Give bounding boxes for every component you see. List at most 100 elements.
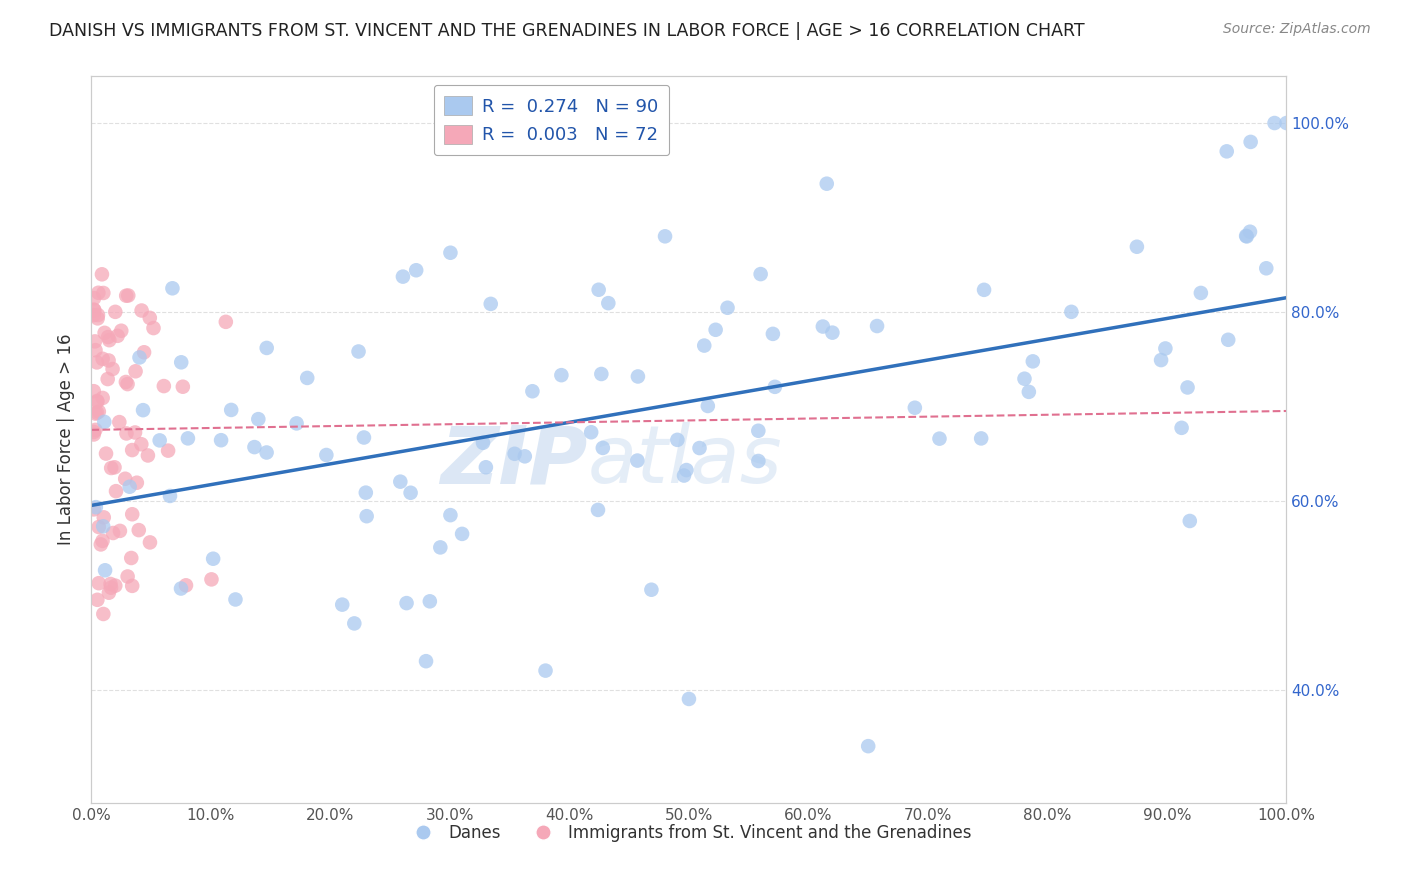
Point — [174, 578, 197, 592]
Point — [1275, 116, 1298, 130]
Point — [285, 417, 308, 431]
Point — [1014, 372, 1036, 386]
Point — [472, 435, 495, 450]
Point — [104, 579, 127, 593]
Point — [1189, 285, 1212, 300]
Point — [598, 296, 620, 310]
Point — [534, 664, 557, 678]
Point — [105, 484, 128, 499]
Point — [315, 448, 337, 462]
Point — [693, 338, 716, 352]
Point — [117, 377, 139, 392]
Point — [689, 441, 711, 455]
Point — [550, 368, 572, 383]
Point — [149, 434, 172, 448]
Point — [395, 596, 418, 610]
Point — [162, 281, 184, 295]
Point — [475, 460, 498, 475]
Point — [97, 585, 120, 599]
Point — [1240, 135, 1263, 149]
Point — [114, 472, 136, 486]
Point — [101, 362, 124, 376]
Point — [139, 535, 162, 549]
Point — [91, 391, 114, 405]
Point — [84, 334, 107, 349]
Point — [591, 367, 613, 381]
Point — [131, 303, 153, 318]
Point — [429, 541, 451, 555]
Point — [91, 533, 114, 548]
Point — [83, 427, 105, 442]
Point — [747, 454, 769, 468]
Point — [128, 351, 150, 365]
Point — [118, 480, 141, 494]
Point — [247, 412, 270, 426]
Point — [763, 380, 786, 394]
Point — [86, 406, 108, 420]
Point — [87, 308, 110, 322]
Point — [83, 384, 105, 399]
Text: DANISH VS IMMIGRANTS FROM ST. VINCENT AND THE GRENADINES IN LABOR FORCE | AGE > : DANISH VS IMMIGRANTS FROM ST. VINCENT AN… — [49, 22, 1085, 40]
Point — [94, 563, 117, 577]
Point — [87, 404, 110, 418]
Point — [83, 502, 105, 516]
Point — [479, 297, 502, 311]
Point — [103, 460, 125, 475]
Point — [928, 432, 950, 446]
Point — [1177, 380, 1199, 394]
Point — [821, 326, 844, 340]
Point — [678, 692, 700, 706]
Point — [353, 430, 375, 444]
Point — [83, 425, 105, 439]
Point — [503, 447, 526, 461]
Point — [297, 371, 319, 385]
Point — [86, 592, 108, 607]
Point — [696, 399, 718, 413]
Point — [1239, 225, 1261, 239]
Point — [1126, 240, 1149, 254]
Point — [200, 573, 222, 587]
Legend: Danes, Immigrants from St. Vincent and the Grenadines: Danes, Immigrants from St. Vincent and t… — [401, 818, 977, 849]
Point — [93, 607, 114, 621]
Point — [93, 510, 115, 524]
Point — [83, 308, 105, 322]
Point — [153, 379, 176, 393]
Point — [419, 594, 441, 608]
Point — [86, 394, 108, 409]
Point — [1178, 514, 1201, 528]
Point — [415, 654, 437, 668]
Point — [115, 375, 138, 389]
Point — [256, 341, 278, 355]
Point — [100, 461, 122, 475]
Point — [97, 353, 120, 368]
Point — [1215, 145, 1237, 159]
Point — [439, 508, 461, 523]
Point — [513, 450, 536, 464]
Point — [666, 433, 689, 447]
Point — [389, 475, 412, 489]
Point — [84, 407, 107, 421]
Point — [716, 301, 738, 315]
Point — [86, 394, 108, 409]
Point — [83, 303, 105, 318]
Point — [132, 403, 155, 417]
Point — [356, 509, 378, 524]
Point — [172, 380, 194, 394]
Point — [108, 415, 131, 429]
Point — [1022, 354, 1045, 368]
Point — [749, 267, 772, 281]
Point — [83, 291, 105, 305]
Point — [157, 443, 180, 458]
Point — [124, 425, 146, 440]
Point — [1218, 333, 1240, 347]
Point — [93, 285, 114, 300]
Text: atlas: atlas — [588, 422, 782, 500]
Point — [451, 527, 474, 541]
Point — [762, 326, 785, 341]
Point — [866, 319, 889, 334]
Point — [640, 582, 662, 597]
Point — [354, 485, 377, 500]
Point — [1264, 116, 1286, 130]
Point — [117, 288, 139, 302]
Point — [115, 289, 138, 303]
